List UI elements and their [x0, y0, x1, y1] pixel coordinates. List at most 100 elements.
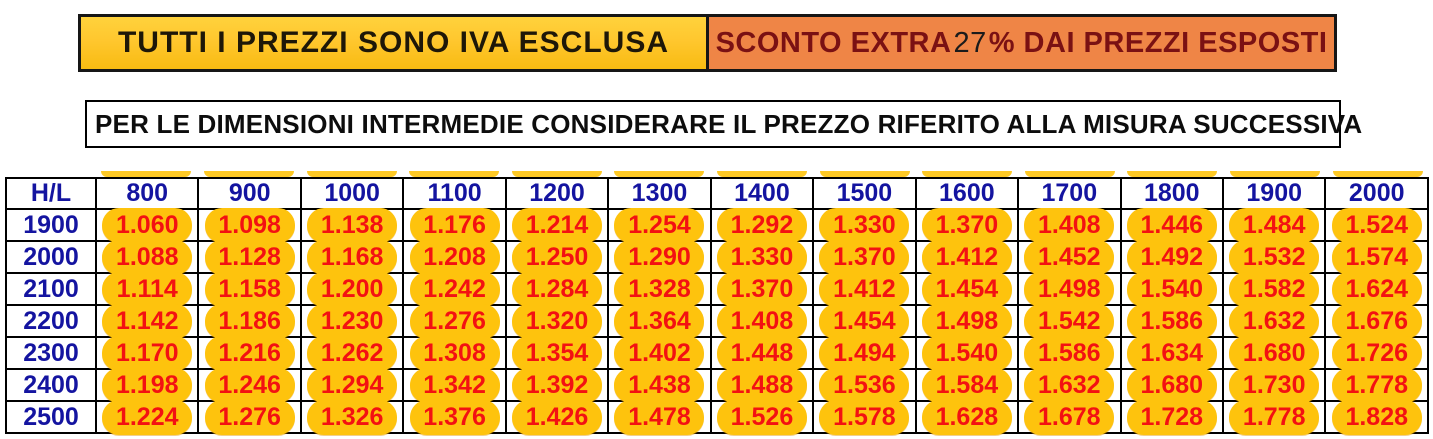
cropped-pill-remnant — [614, 171, 705, 177]
price-pill: 1.328 — [614, 271, 705, 307]
price-cell: 1.778 — [1324, 367, 1429, 403]
price-pill: 1.778 — [1229, 399, 1320, 435]
price-cell: 1.402 — [607, 335, 712, 371]
price-pill: 1.276 — [409, 303, 500, 339]
price-cell: 1.488 — [709, 367, 815, 403]
price-cell: 1.540 — [1119, 271, 1224, 307]
price-pill: 1.276 — [204, 399, 295, 435]
cropped-pill-remnant — [922, 171, 1013, 177]
price-pill: 1.208 — [409, 239, 500, 275]
price-pill: 1.330 — [716, 239, 807, 275]
price-pill: 1.230 — [307, 303, 398, 339]
price-cell: 1.574 — [1324, 239, 1429, 275]
price-pill: 1.364 — [614, 303, 705, 339]
price-pill: 1.284 — [512, 271, 603, 307]
price-cell: 1.168 — [299, 239, 405, 275]
table-header-row: H/L 800 900 1000 1100 1200 1300 1400 1500 1600 170… — [5, 177, 1429, 210]
sconto-extra-banner: SCONTO EXTRA 27 % DAI PREZZI ESPOSTI — [706, 17, 1334, 69]
price-cell: 1.524 — [1324, 207, 1429, 243]
price-pill: 1.308 — [409, 335, 500, 371]
remnant-slot — [95, 171, 198, 177]
price-pill: 1.408 — [716, 303, 807, 339]
table-row-2300: 2300 1.170 1.216 1.262 1.308 1.354 1.402 1.448 1… — [5, 335, 1429, 371]
top-banner-band: TUTTI I PREZZI SONO IVA ESCLUSA SCONTO E… — [78, 14, 1337, 72]
price-cell: 1.262 — [299, 335, 405, 371]
price-pill: 1.730 — [1229, 367, 1320, 403]
price-cell: 1.586 — [1119, 303, 1224, 339]
price-cell: 1.242 — [402, 271, 507, 307]
price-cell: 1.198 — [94, 367, 200, 403]
price-cell: 1.532 — [1221, 239, 1327, 275]
price-cell: 1.370 — [914, 207, 1020, 243]
price-pill: 1.542 — [1024, 303, 1115, 339]
price-pill: 1.354 — [512, 335, 603, 371]
price-pill: 1.294 — [307, 367, 398, 403]
price-pill: 1.290 — [614, 239, 705, 275]
price-cell: 1.254 — [607, 207, 712, 243]
price-cell: 1.536 — [812, 367, 917, 403]
sconto-suffix-text: % DAI PREZZI ESPOSTI — [988, 26, 1328, 59]
price-cell: 1.446 — [1119, 207, 1224, 243]
price-cell: 1.728 — [1119, 399, 1224, 435]
price-cell: 1.200 — [299, 271, 405, 307]
price-pill: 1.250 — [512, 239, 603, 275]
price-pill: 1.676 — [1331, 303, 1422, 339]
price-pill: 1.582 — [1229, 271, 1320, 307]
remnant-slot — [916, 171, 1019, 177]
column-header-1800: 1800 — [1119, 177, 1224, 210]
price-cell: 1.726 — [1324, 335, 1429, 371]
price-cell: 1.088 — [94, 239, 200, 275]
price-cell: 1.628 — [914, 399, 1020, 435]
cropped-pill-remnant — [203, 171, 294, 177]
price-cell: 1.284 — [504, 271, 610, 307]
price-cell: 1.540 — [914, 335, 1020, 371]
price-pill: 1.224 — [102, 399, 193, 435]
price-pill: 1.488 — [716, 367, 807, 403]
price-cell: 1.586 — [1017, 335, 1122, 371]
price-cell: 1.676 — [1324, 303, 1429, 339]
cropped-pill-remnant — [1127, 171, 1218, 177]
column-header-1400: 1400 — [709, 177, 815, 210]
row-label-2100: 2100 — [5, 272, 97, 306]
price-cell: 1.624 — [1324, 271, 1429, 307]
column-header-1100: 1100 — [402, 177, 507, 210]
price-pill: 1.498 — [921, 303, 1012, 339]
price-pill: 1.726 — [1331, 335, 1422, 371]
price-cell: 1.224 — [94, 399, 200, 435]
price-pill: 1.492 — [1126, 239, 1217, 275]
price-cell: 1.370 — [709, 271, 815, 307]
row-label-2000: 2000 — [5, 240, 97, 274]
price-cell: 1.114 — [94, 271, 200, 307]
price-cell: 1.526 — [709, 399, 815, 435]
price-pill: 1.574 — [1331, 239, 1422, 275]
price-cell: 1.452 — [1017, 239, 1122, 275]
price-cell: 1.230 — [299, 303, 405, 339]
price-cell: 1.250 — [504, 239, 610, 275]
price-cell: 1.392 — [504, 367, 610, 403]
price-cell: 1.680 — [1221, 335, 1327, 371]
remnant-slot — [403, 171, 506, 177]
price-pill: 1.320 — [512, 303, 603, 339]
column-header-1300: 1300 — [607, 177, 712, 210]
price-pill: 1.578 — [819, 399, 910, 435]
price-pill: 1.678 — [1024, 399, 1115, 435]
price-pill: 1.680 — [1126, 367, 1217, 403]
price-pill: 1.448 — [716, 335, 807, 371]
price-cell: 1.330 — [709, 239, 815, 275]
dimension-note-text: PER LE DIMENSIONI INTERMEDIE CONSIDERARE… — [95, 108, 1363, 139]
price-cell: 1.246 — [197, 367, 302, 403]
price-pill: 1.632 — [1229, 303, 1320, 339]
sconto-percent-value: 27 — [953, 26, 987, 59]
remnant-slot — [1018, 171, 1121, 177]
price-cell: 1.448 — [709, 335, 815, 371]
price-pill: 1.170 — [102, 335, 193, 371]
remnant-slot — [300, 171, 403, 177]
price-cell: 1.342 — [402, 367, 507, 403]
price-pill: 1.370 — [716, 271, 807, 307]
price-cell: 1.632 — [1017, 367, 1122, 403]
price-cell: 1.186 — [197, 303, 302, 339]
price-cell: 1.498 — [914, 303, 1020, 339]
column-header-800: 800 — [94, 177, 200, 210]
price-pill: 1.632 — [1024, 367, 1115, 403]
price-cell: 1.276 — [402, 303, 507, 339]
